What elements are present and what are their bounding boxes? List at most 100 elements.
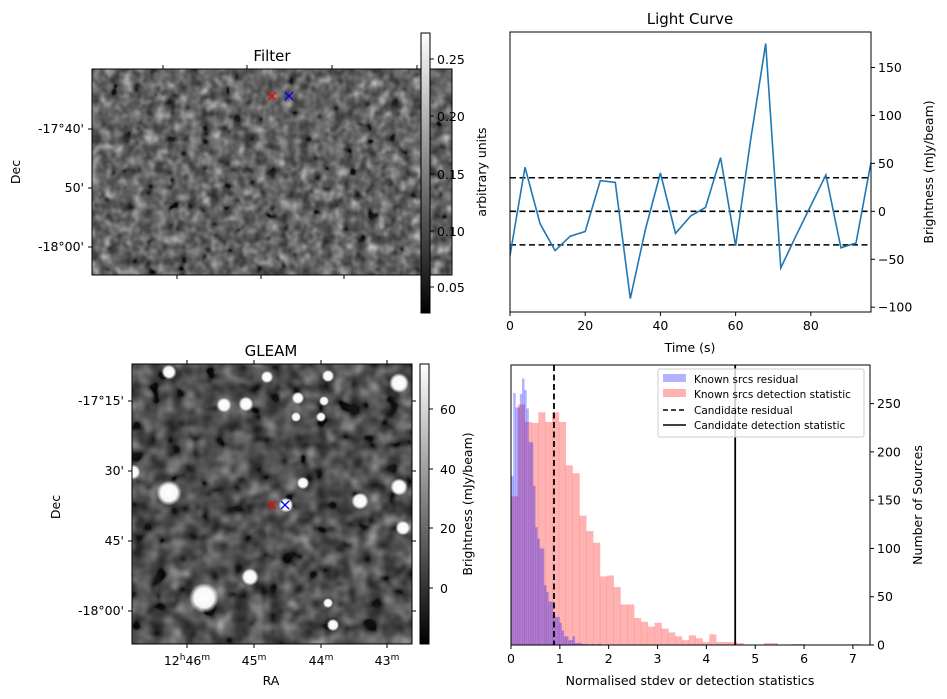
gleam-cbar-tick: 40 [440, 462, 456, 477]
lc-title: Light Curve [647, 10, 733, 28]
gleam-ytick-label: 45' [105, 533, 124, 548]
hist-xtick-label: 2 [605, 651, 613, 666]
residual-hist-bar [511, 476, 514, 645]
hist-ytick-label: 100 [877, 541, 901, 556]
gleam-source [321, 369, 335, 383]
residual-hist-bar [543, 585, 547, 645]
detection-hist-bar [599, 576, 608, 645]
lc-xticks: 0 20 40 60 80 [506, 312, 819, 333]
filter-cbar-label: arbitrary units [474, 127, 489, 216]
detection-hist-bar [552, 412, 560, 645]
lc-xtick-label: 20 [577, 318, 593, 333]
detection-hist-bar [511, 496, 519, 645]
gleam-cbar-tick: 60 [440, 402, 456, 417]
lc-xtick-label: 80 [803, 318, 819, 333]
lc-hlines [510, 176, 871, 246]
detection-hist-bar [716, 642, 724, 645]
residual-hist-bar [526, 408, 529, 645]
filter-cbar-tick: 0.15 [437, 167, 465, 182]
lc-xtick-label: 0 [506, 318, 514, 333]
filter-cbar-tick: 0.25 [437, 52, 465, 67]
detection-hist-bar [647, 626, 655, 645]
gleam-source [278, 497, 294, 513]
residual-hist-bar [561, 630, 565, 645]
gleam-cbar-label: Brightness (mJy/beam) [460, 432, 475, 575]
detection-hist-bar [634, 617, 642, 645]
gleam-source [351, 492, 369, 510]
gleam-source [291, 412, 301, 422]
residual-hist-bar [550, 601, 554, 645]
legend-label: Candidate residual [694, 405, 793, 417]
detection-hist-bar [538, 412, 546, 645]
gleam-source [323, 598, 333, 608]
gleam-marker-blue [280, 500, 290, 510]
residual-hist-bar [576, 643, 580, 645]
detection-hist-bar [565, 465, 573, 645]
gleam-source [316, 412, 326, 422]
hist-xticks: 0 1 2 3 4 5 6 7 [507, 645, 857, 666]
residual-hist-bar [521, 378, 525, 645]
detection-hist-bar [586, 531, 594, 645]
detection-hist-bar [517, 404, 525, 645]
gleam-xtick-label: 45m [242, 653, 267, 668]
gleam-source [216, 397, 232, 413]
residual-hist-bar [515, 407, 518, 645]
residual-hist-bar [563, 636, 567, 645]
hist-ytick-label: 200 [877, 444, 901, 459]
hist-xlabel: Normalised stdev or detection statistics [566, 673, 815, 688]
residual-hist-bar [524, 390, 527, 645]
detection-hist-bar [531, 422, 539, 645]
gleam-source [395, 520, 411, 536]
residual-hist-bar [548, 601, 551, 645]
residual-hist-bar [539, 548, 543, 645]
residual-hist-bar [541, 548, 545, 645]
hist-ytick-label: 250 [877, 396, 901, 411]
gleam-source [132, 464, 141, 480]
detection-hist-bar [764, 643, 772, 645]
lc-series-line [510, 43, 871, 299]
detection-hist-bar [593, 542, 601, 645]
gleam-source [260, 370, 274, 384]
legend-label: Known srcs detection statistic [694, 389, 851, 401]
detection-hist-bar [627, 604, 635, 645]
filter-ytick-label: -18°00' [38, 239, 84, 254]
filter-colorbar: 0.25 0.20 0.15 0.10 0.05 arbitrary units [420, 32, 489, 314]
lc-ytick-label: 50 [878, 156, 894, 171]
gleam-source [389, 373, 409, 393]
hist-frame [510, 364, 871, 646]
gleam-yticks: -17°15' 30' 45' -18°00' [78, 393, 416, 618]
lc-ytick-label: 150 [878, 60, 902, 75]
hist-xtick-label: 7 [849, 651, 857, 666]
detection-hist-bar [579, 515, 587, 645]
detection-hist-bar [681, 640, 690, 645]
filter-marker-blue [284, 91, 294, 101]
gleam-source [390, 478, 408, 496]
histogram-bars [511, 378, 861, 645]
gleam-xlabel: RA [263, 673, 280, 688]
detection-hist-bar [688, 635, 696, 645]
gleam-ytick-label: 30' [105, 463, 124, 478]
detection-hist-bar [654, 622, 662, 645]
lc-ytick-label: 0 [878, 204, 886, 219]
gleam-source [241, 568, 259, 586]
residual-hist-bar [570, 640, 573, 645]
gleam-cbar-tick: 20 [440, 521, 456, 536]
filter-cbar-tick: 0.20 [437, 109, 465, 124]
detection-hist-bar [695, 638, 703, 645]
residual-hist-bar [552, 615, 556, 645]
detection-hist-bar [620, 604, 628, 645]
residual-hist-bar [568, 640, 571, 645]
residual-hist-bar [530, 442, 534, 645]
lc-ytick-label: 100 [878, 108, 902, 123]
detection-hist-bar [524, 421, 532, 645]
residual-hist-bar [579, 643, 582, 645]
gleam-source [238, 396, 254, 412]
gleam-source [189, 583, 219, 613]
detection-hist-bar [613, 587, 621, 645]
residual-hist-bar [554, 617, 558, 645]
gleam-title: GLEAM [245, 342, 298, 360]
lc-ytick-label: −100 [878, 300, 912, 315]
hist-yticks: 0 50 100 150 200 250 [870, 396, 901, 653]
hist-ytick-label: 150 [877, 493, 901, 508]
